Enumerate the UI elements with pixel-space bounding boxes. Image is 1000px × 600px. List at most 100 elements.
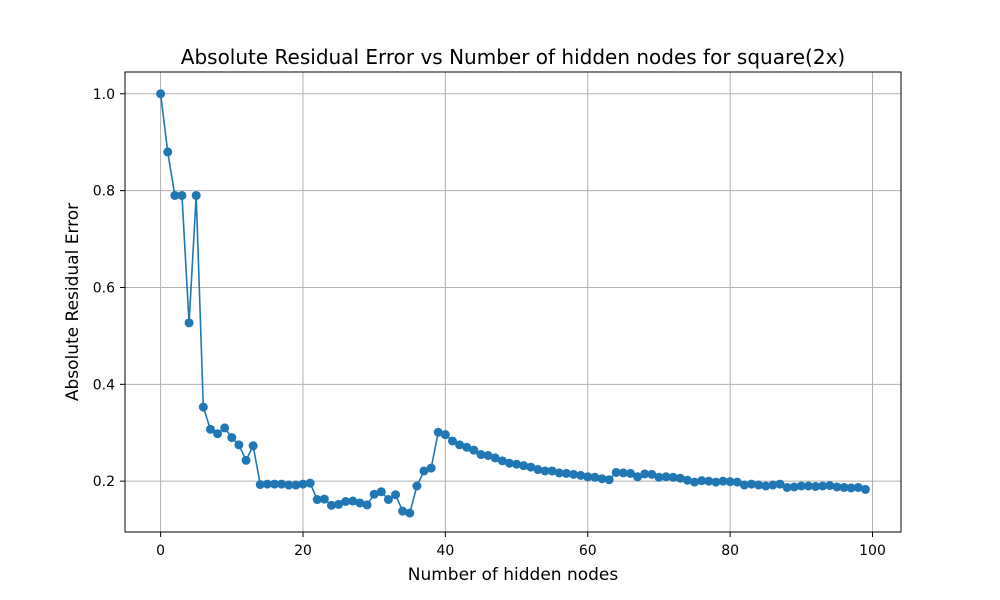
y-tick-label: 0.8 (93, 184, 115, 200)
data-point (554, 468, 564, 478)
data-point (326, 500, 336, 510)
x-tick-label: 40 (436, 543, 454, 559)
data-point (668, 472, 678, 482)
data-point (768, 480, 778, 490)
data-point (625, 468, 635, 478)
y-axis-label: Absolute Residual Error (63, 203, 83, 401)
data-point (398, 506, 408, 516)
data-point (618, 468, 628, 478)
data-point (248, 441, 258, 451)
data-point (711, 477, 721, 487)
tick-layer: 0 20 40 60 80 100 0.2 0.4 0.6 0.8 1.0 (93, 87, 886, 559)
data-point (526, 462, 536, 472)
data-point (725, 477, 735, 487)
data-point (633, 472, 643, 482)
data-point (640, 469, 650, 479)
data-point (455, 440, 465, 450)
data-point (569, 469, 579, 479)
data-point (697, 476, 707, 486)
data-point (220, 423, 230, 433)
data-point (227, 433, 237, 443)
data-point (405, 508, 415, 518)
data-point (547, 466, 557, 476)
data-point (504, 458, 514, 468)
data-point (170, 190, 180, 200)
data-point (163, 147, 173, 157)
y-tick-label: 1.0 (93, 87, 115, 103)
data-point (604, 475, 614, 485)
data-point (590, 472, 600, 482)
data-point (319, 494, 329, 504)
data-point (234, 440, 244, 450)
x-tick-label: 80 (721, 543, 739, 559)
data-point (469, 445, 479, 455)
data-point (419, 466, 429, 476)
data-point (391, 490, 401, 500)
data-point (675, 473, 685, 483)
data-point (839, 482, 849, 492)
data-point (241, 455, 251, 465)
data-point (825, 481, 835, 491)
data-point (355, 498, 365, 508)
data-point (184, 318, 194, 328)
data-point (718, 476, 728, 486)
data-point (341, 496, 351, 506)
y-tick-label: 0.2 (93, 474, 115, 490)
data-point (291, 480, 301, 490)
data-point (497, 456, 507, 466)
data-point (305, 478, 315, 488)
axes-frame (124, 71, 902, 533)
x-tick-label: 100 (859, 543, 886, 559)
data-point (803, 481, 813, 491)
x-tick-label: 0 (156, 543, 165, 559)
x-tick-label: 20 (294, 543, 312, 559)
data-point (433, 427, 443, 437)
data-point (597, 474, 607, 484)
data-point (270, 479, 280, 489)
data-point (255, 480, 265, 490)
data-point (789, 482, 799, 492)
chart-title: Absolute Residual Error vs Number of hid… (181, 45, 845, 69)
data-point (739, 480, 749, 490)
data-point (383, 495, 393, 505)
data-point (611, 467, 621, 477)
data-point (156, 89, 166, 99)
data-point (561, 468, 571, 478)
data-point (205, 424, 215, 434)
series-layer (156, 89, 870, 518)
data-point (277, 479, 287, 489)
data-point (362, 500, 372, 510)
data-point (348, 496, 358, 506)
data-point (682, 475, 692, 485)
data-point (262, 479, 272, 489)
data-point (754, 480, 764, 490)
data-point (818, 481, 828, 491)
data-point (284, 480, 294, 490)
data-point (746, 479, 756, 489)
data-point (191, 190, 201, 200)
data-point (426, 463, 436, 473)
data-point (312, 495, 322, 505)
data-point (654, 472, 664, 482)
data-point (412, 481, 422, 491)
data-point (512, 459, 522, 469)
data-point (476, 450, 486, 460)
data-point (811, 481, 821, 491)
data-point (832, 482, 842, 492)
data-point (761, 481, 771, 491)
data-point (732, 477, 742, 487)
x-axis-label: Number of hidden nodes (408, 565, 619, 585)
data-point (533, 465, 543, 475)
data-point (490, 453, 500, 463)
data-point (177, 190, 187, 200)
data-point (540, 466, 550, 476)
data-point (583, 472, 593, 482)
y-tick-label: 0.6 (93, 280, 115, 296)
data-point (860, 484, 870, 494)
data-point (647, 469, 657, 479)
data-point (782, 482, 792, 492)
data-point (198, 402, 208, 412)
data-point (775, 479, 785, 489)
